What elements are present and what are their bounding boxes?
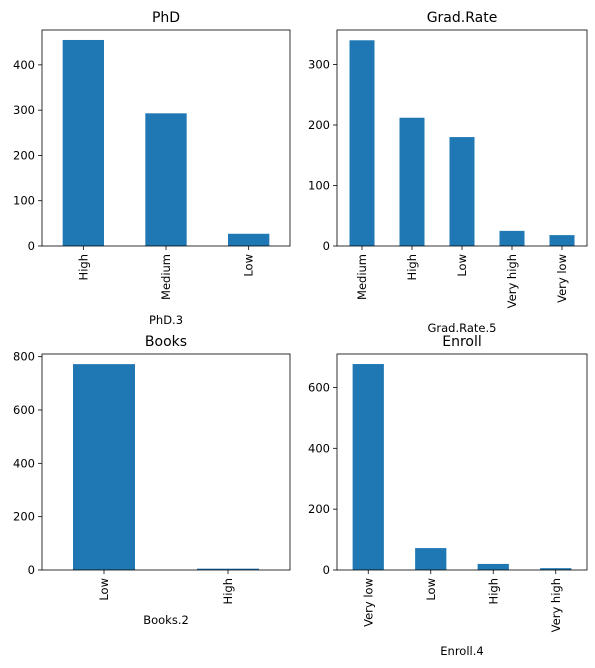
- x-tick-label: High: [76, 254, 90, 280]
- x-tick-label: Medium: [159, 254, 173, 300]
- bar-very-high: [499, 230, 525, 246]
- axes-frame: [336, 353, 588, 571]
- x-tick-label: Low: [242, 254, 256, 277]
- y-tick-label: 400: [308, 441, 330, 455]
- bar-high: [197, 568, 259, 570]
- x-axis-label: Books.2: [143, 613, 189, 627]
- y-tick-label: 600: [308, 380, 330, 394]
- chart-title: Books: [145, 334, 187, 350]
- x-axis-label: PhD.3: [149, 313, 183, 327]
- y-tick-label: 800: [13, 350, 35, 364]
- y-tick-label: 0: [28, 239, 35, 253]
- x-tick-label: Very low: [361, 578, 375, 627]
- x-tick-label: Low: [455, 254, 469, 277]
- x-tick-label: Very high: [505, 254, 519, 308]
- chart-title: Enroll: [442, 334, 482, 350]
- x-axis-label: Grad.Rate.5: [428, 321, 497, 335]
- bar-high: [399, 117, 425, 246]
- x-tick-label: Very high: [549, 578, 563, 632]
- chart-title: PhD: [152, 10, 180, 26]
- bar-low: [228, 233, 270, 246]
- y-tick-label: 400: [13, 456, 35, 470]
- axes-frame: [41, 353, 291, 571]
- bar-low: [415, 548, 447, 570]
- y-tick-label: 300: [13, 103, 35, 117]
- x-axis-label: Enroll.4: [440, 644, 483, 658]
- x-tick-label: Low: [424, 578, 438, 601]
- bar-very-low: [352, 364, 384, 570]
- bar-high: [477, 563, 509, 570]
- chart-title: Grad.Rate: [427, 10, 498, 26]
- y-tick-label: 0: [323, 563, 330, 577]
- x-tick-label: Very low: [555, 254, 569, 303]
- y-tick-label: 200: [308, 502, 330, 516]
- y-tick-label: 200: [308, 118, 330, 132]
- y-tick-label: 100: [308, 178, 330, 192]
- x-tick-label: High: [486, 578, 500, 604]
- bar-low: [449, 137, 475, 246]
- x-tick-label: High: [221, 578, 235, 604]
- bar-very-high: [540, 568, 572, 570]
- y-tick-label: 200: [13, 148, 35, 162]
- x-tick-label: Low: [97, 578, 111, 601]
- y-tick-label: 0: [28, 563, 35, 577]
- y-tick-label: 0: [323, 239, 330, 253]
- y-tick-label: 400: [13, 58, 35, 72]
- bar-medium: [349, 40, 375, 247]
- x-tick-label: High: [405, 254, 419, 280]
- y-tick-label: 300: [308, 57, 330, 71]
- bar-low: [73, 364, 135, 570]
- bar-medium: [145, 113, 187, 246]
- bar-high: [62, 39, 104, 246]
- y-tick-label: 100: [13, 194, 35, 208]
- y-tick-label: 200: [13, 510, 35, 524]
- y-tick-label: 600: [13, 403, 35, 417]
- bar-very-low: [549, 235, 575, 246]
- x-tick-label: Medium: [355, 254, 369, 300]
